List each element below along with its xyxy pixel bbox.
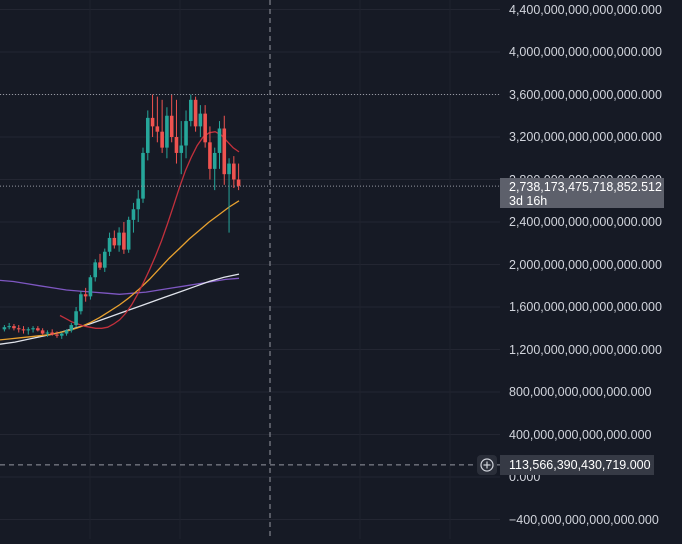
candle-body bbox=[107, 237, 112, 252]
price-tick-label: 1,600,000,000,000,000.000 bbox=[509, 300, 662, 314]
price-tick-label: −400,000,000,000,000.000 bbox=[509, 512, 659, 527]
candle-body bbox=[174, 137, 179, 153]
candle-body bbox=[169, 115, 174, 137]
candle-body bbox=[203, 113, 207, 143]
price-tick-label: 2,400,000,000,000,000.000 bbox=[509, 215, 662, 229]
plus-circle-icon bbox=[480, 458, 494, 472]
candle-body bbox=[217, 128, 222, 153]
candle-body bbox=[31, 328, 35, 330]
candle-body bbox=[12, 326, 16, 329]
price-tick-label: 400,000,000,000,000.000 bbox=[509, 427, 652, 442]
add-alert-button[interactable] bbox=[477, 454, 497, 475]
crosshair-price-value: 113,566,390,430,719.000 bbox=[509, 457, 651, 472]
crosshair-price-label: 113,566,390,430,719.000 bbox=[500, 454, 654, 475]
candle-body bbox=[59, 333, 64, 336]
candle-body bbox=[117, 232, 121, 246]
candle-body bbox=[236, 179, 241, 186]
candle-body bbox=[55, 334, 59, 336]
moving-average-orange bbox=[0, 200, 240, 341]
price-tick-label: 4,000,000,000,000,000.000 bbox=[509, 45, 662, 59]
candle-body bbox=[160, 131, 164, 148]
candle-body bbox=[112, 237, 117, 246]
candle-body bbox=[102, 251, 107, 268]
candle-body bbox=[98, 262, 102, 268]
last-price-label: 2,738,173,475,718,852.512 3d 16h bbox=[500, 178, 664, 209]
candle-body bbox=[189, 99, 193, 122]
price-tick-label: 3,200,000,000,000,000.000 bbox=[509, 130, 662, 144]
moving-average-purple bbox=[0, 277, 240, 295]
candle-body bbox=[69, 325, 74, 331]
moving-average-white bbox=[0, 273, 240, 345]
candle-body bbox=[208, 142, 212, 169]
candle-body bbox=[74, 311, 78, 326]
candle-body bbox=[64, 330, 69, 334]
candle-body bbox=[136, 198, 141, 210]
candle-body bbox=[232, 163, 236, 180]
candle-body bbox=[150, 117, 155, 127]
candle-body bbox=[184, 121, 188, 146]
candle-body bbox=[36, 328, 40, 331]
candle-body bbox=[126, 219, 131, 250]
price-tick-label: 3,600,000,000,000,000.000 bbox=[509, 87, 662, 102]
candle-body bbox=[40, 330, 45, 334]
last-price-value: 2,738,173,475,718,852.512 bbox=[509, 180, 662, 195]
candle-body bbox=[83, 294, 88, 297]
candle-body bbox=[93, 262, 98, 278]
candle-body bbox=[50, 332, 54, 335]
candle-body bbox=[165, 115, 169, 148]
candle-body bbox=[193, 99, 198, 127]
price-tick-label: 1,200,000,000,000,000.000 bbox=[509, 342, 662, 357]
candle-body bbox=[141, 152, 145, 199]
candle-body bbox=[212, 152, 217, 169]
candle-body bbox=[122, 232, 126, 250]
price-tick-label: 2,000,000,000,000,000.000 bbox=[509, 257, 662, 272]
candle-body bbox=[198, 113, 203, 127]
price-axis[interactable]: 4,400,000,000,000,000.000 4,000,000,000,0… bbox=[500, 0, 682, 539]
moving-average-red bbox=[59, 131, 240, 329]
candle-body bbox=[26, 329, 31, 331]
candle-body bbox=[145, 117, 150, 153]
candle-body bbox=[222, 128, 227, 175]
candle-body bbox=[7, 326, 11, 328]
candle-body bbox=[227, 163, 231, 175]
price-tick-label: 4,400,000,000,000,000.000 bbox=[509, 2, 662, 17]
candle-body bbox=[2, 327, 7, 330]
chart-pane[interactable] bbox=[0, 0, 500, 539]
candle-body bbox=[45, 332, 50, 334]
price-tick-label: 800,000,000,000,000.000 bbox=[509, 385, 652, 399]
candle-body bbox=[131, 209, 136, 220]
candlestick-plot[interactable] bbox=[0, 0, 500, 539]
candle-body bbox=[79, 294, 83, 312]
candle-body bbox=[179, 145, 184, 153]
candle-body bbox=[155, 126, 160, 132]
candle-body bbox=[88, 277, 93, 297]
candle-body bbox=[16, 328, 21, 330]
candle-body bbox=[21, 329, 26, 331]
bar-countdown: 3d 16h bbox=[509, 194, 548, 209]
